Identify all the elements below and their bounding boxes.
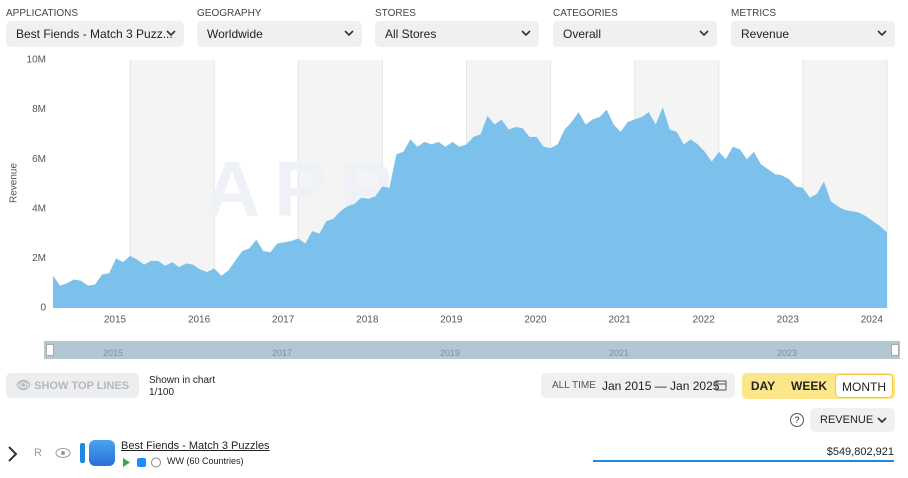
x-tick-label: 2020 xyxy=(524,315,547,326)
filter-dropdown[interactable]: Worldwide xyxy=(197,21,362,47)
range-value: Jan 2015 — Jan 2025 xyxy=(602,379,720,393)
help-icon[interactable]: ? xyxy=(790,413,804,427)
filter-value: All Stores xyxy=(385,27,437,41)
metric-value: REVENUE xyxy=(820,414,874,426)
navigator-label: 2021 xyxy=(609,348,630,358)
date-range[interactable] xyxy=(541,373,735,398)
filter-dropdown[interactable]: Revenue xyxy=(731,21,895,47)
navigator-label: 2015 xyxy=(103,348,124,358)
filter-value: Best Fiends - Match 3 Puzz... xyxy=(16,27,173,41)
navigator-label: 2023 xyxy=(777,348,798,358)
x-tick-label: 2021 xyxy=(608,315,631,326)
y-tick-label: 6M xyxy=(32,154,46,165)
x-tick-label: 2017 xyxy=(272,315,295,326)
chart: APPMAGIC Revenue 20152016201720182019202… xyxy=(9,55,888,326)
app-name[interactable]: Best Fiends - Match 3 Puzzles xyxy=(121,440,270,452)
x-tick-label: 2015 xyxy=(104,315,127,326)
store-icons xyxy=(122,455,162,468)
toggle-month[interactable]: MONTH xyxy=(835,374,893,398)
x-tick-label: 2024 xyxy=(861,315,884,326)
filter-dropdown[interactable]: Overall xyxy=(553,21,717,47)
toggle-week[interactable]: WEEK xyxy=(791,379,827,393)
metric-dropdown[interactable]: REVENUE xyxy=(810,408,895,432)
visibility-icon[interactable] xyxy=(55,447,71,459)
app-region: WW (60 Countries) xyxy=(167,456,244,466)
filter-dropdown[interactable]: All Stores xyxy=(375,21,539,47)
filter-label: STORES xyxy=(375,8,416,19)
filter-label: GEOGRAPHY xyxy=(197,8,262,19)
navigator-label: 2017 xyxy=(272,348,293,358)
x-tick-label: 2019 xyxy=(440,315,463,326)
y-axis-label: Revenue xyxy=(9,163,20,203)
filter-label: METRICS xyxy=(731,8,776,19)
series-color xyxy=(80,443,85,463)
shown-count: 1/100 xyxy=(149,387,175,398)
chevron xyxy=(344,30,354,37)
rank: R xyxy=(34,447,42,459)
navigator-handle[interactable] xyxy=(46,344,54,356)
revenue-area xyxy=(53,107,887,308)
filter-label: APPLICATIONS xyxy=(6,8,79,19)
app-icon xyxy=(89,440,115,466)
filter-dropdown[interactable]: Best Fiends - Match 3 Puzz... xyxy=(6,21,184,47)
total-bar xyxy=(593,460,894,462)
chevron xyxy=(877,417,887,424)
x-tick-label: 2018 xyxy=(356,315,379,326)
range-mode: ALL TIME xyxy=(552,380,596,391)
chevron xyxy=(521,30,531,37)
filter-label: CATEGORIES xyxy=(553,8,618,19)
y-tick-label: 2M xyxy=(32,253,46,264)
y-tick-label: 4M xyxy=(32,203,46,214)
toggle-day[interactable]: DAY xyxy=(750,379,776,393)
navigator-label: 2019 xyxy=(440,348,461,358)
x-tick-label: 2023 xyxy=(777,315,800,326)
shown-label: Shown in chart xyxy=(149,375,216,386)
filter-value: Revenue xyxy=(741,27,790,41)
navigator[interactable] xyxy=(44,341,900,359)
filter-value: Overall xyxy=(563,27,602,41)
calendar-icon xyxy=(715,380,727,391)
navigator-handle[interactable] xyxy=(891,344,899,356)
chevron xyxy=(166,30,176,37)
chevron xyxy=(699,30,709,37)
expand-chevron[interactable] xyxy=(6,446,20,462)
row-total: $549,802,921 xyxy=(826,446,894,458)
filter-value: Worldwide xyxy=(207,27,263,41)
x-tick-label: 2016 xyxy=(188,315,211,326)
show-top-lines-button[interactable]: 👁 SHOW TOP LINES xyxy=(6,373,139,398)
x-tick-label: 2022 xyxy=(693,315,716,326)
y-tick-label: 8M xyxy=(32,104,46,115)
y-tick-label: 0 xyxy=(40,303,46,314)
button-label: SHOW TOP LINES xyxy=(34,380,130,392)
chevron xyxy=(877,30,887,37)
y-tick-label: 10M xyxy=(27,55,46,66)
